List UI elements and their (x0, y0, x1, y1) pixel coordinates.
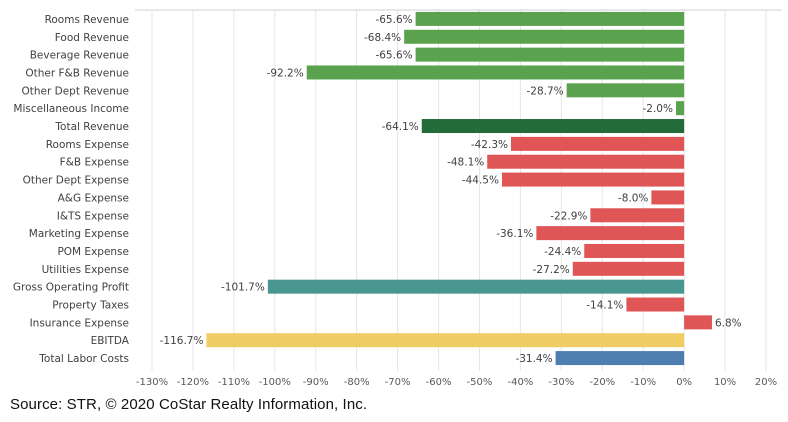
x-tick-label: -50% (467, 377, 493, 388)
bar (404, 29, 685, 44)
data-label: -64.1% (382, 121, 419, 133)
category-label: Other Dept Expense (23, 175, 129, 187)
category-label: F&B Expense (60, 157, 129, 169)
bar (415, 11, 685, 26)
category-label: Utilities Expense (42, 264, 129, 276)
bar (415, 47, 685, 62)
bars (206, 11, 712, 366)
x-tick-label: 20% (755, 377, 777, 388)
data-label: -36.1% (496, 228, 533, 240)
category-label: EBITDA (91, 335, 130, 347)
bar (306, 65, 685, 80)
x-tick-label: -70% (385, 377, 411, 388)
x-tick-label: 0% (676, 377, 692, 388)
data-label: -24.4% (544, 246, 581, 258)
x-tick-label: 10% (714, 377, 736, 388)
bar (590, 208, 685, 223)
x-axis-tick-labels: -130% -120% -110% -100% -90% -80% -70% -60% -50%… (136, 377, 777, 388)
bar (510, 136, 685, 151)
data-label: -101.7% (221, 282, 265, 294)
category-label: Food Revenue (55, 32, 129, 44)
bar (487, 154, 685, 169)
category-label: POM Expense (57, 246, 129, 258)
x-tick-label: -60% (426, 377, 452, 388)
data-label: -42.3% (471, 139, 508, 151)
x-tick-label: -120% (177, 377, 209, 388)
x-tick-label: -130% (136, 377, 168, 388)
data-label: -116.7% (160, 335, 204, 347)
x-tick-label: -20% (589, 377, 615, 388)
category-label: Miscellaneous Income (13, 103, 129, 115)
category-labels: Rooms Revenue Food Revenue Beverage Revenu… (13, 14, 130, 365)
x-tick-label: -30% (548, 377, 574, 388)
data-label: -68.4% (364, 32, 401, 44)
category-label: A&G Expense (58, 192, 129, 204)
bar (555, 351, 685, 366)
bar (675, 101, 685, 116)
category-label: Property Taxes (52, 300, 129, 312)
source-note: Source: STR, © 2020 CoStar Realty Inform… (10, 396, 368, 413)
bar (566, 83, 685, 98)
data-label: -27.2% (533, 264, 570, 276)
bar (584, 243, 685, 258)
bar (267, 279, 685, 294)
category-label: Other Dept Revenue (21, 85, 129, 97)
data-label: -8.0% (618, 192, 648, 204)
data-label: -14.1% (586, 300, 623, 312)
data-label: -28.7% (526, 85, 563, 97)
bar (421, 119, 685, 134)
x-tick-label: -80% (344, 377, 370, 388)
data-label: -48.1% (447, 157, 484, 169)
bar (626, 297, 685, 312)
x-tick-label: -40% (507, 377, 533, 388)
data-label: -2.0% (642, 103, 672, 115)
category-label: Marketing Expense (29, 228, 129, 240)
category-label: Total Labor Costs (38, 353, 129, 365)
bar (684, 315, 712, 330)
bar (651, 190, 685, 205)
x-tick-label: -90% (303, 377, 329, 388)
category-label: Rooms Expense (46, 139, 129, 151)
bar (206, 333, 685, 348)
data-label: -92.2% (267, 67, 304, 79)
bar (536, 226, 685, 241)
category-label: Total Revenue (54, 121, 129, 133)
data-label: 6.8% (715, 317, 742, 329)
category-label: Gross Operating Profit (13, 282, 129, 294)
x-tick-label: -100% (259, 377, 291, 388)
bar (501, 172, 685, 187)
data-label: -65.6% (375, 50, 412, 62)
x-tick-label: -110% (218, 377, 250, 388)
x-tick-label: -10% (630, 377, 656, 388)
category-label: Insurance Expense (30, 317, 129, 329)
category-label: Beverage Revenue (30, 50, 129, 62)
data-label: -65.6% (375, 14, 412, 26)
value-labels: -65.6% -68.4% -65.6% -92.2% -28.7% -2.0% -64.1… (160, 14, 742, 365)
bar (572, 261, 685, 276)
data-label: -31.4% (515, 353, 552, 365)
category-label: I&TS Expense (57, 210, 129, 222)
data-label: -22.9% (550, 210, 587, 222)
data-label: -44.5% (462, 175, 499, 187)
category-label: Other F&B Revenue (25, 67, 129, 79)
category-label: Rooms Revenue (45, 14, 129, 26)
bar-chart: Rooms Revenue Food Revenue Beverage Revenu… (13, 9, 782, 388)
